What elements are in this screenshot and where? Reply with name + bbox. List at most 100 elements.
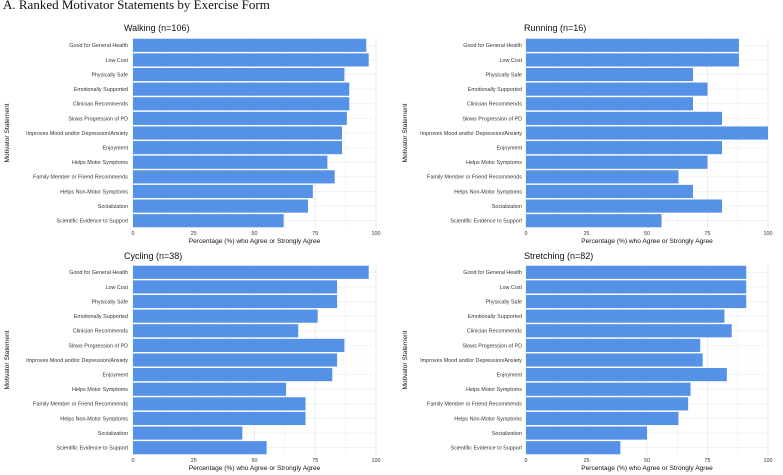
x-tick-label: 25 xyxy=(584,458,590,464)
category-label: Family Member or Friend Recommends xyxy=(427,402,522,408)
bar xyxy=(526,397,689,411)
category-label: Scientific Evidence to Support xyxy=(56,219,128,225)
category-label: Enjoyment xyxy=(497,146,523,152)
bar xyxy=(133,397,306,411)
y-axis-label: Motivator Statement xyxy=(402,330,409,389)
category-label: Physically Safe xyxy=(91,299,128,305)
bar xyxy=(526,199,723,213)
category-label: Slows Progression of PD xyxy=(462,116,522,122)
category-label: Low Cost xyxy=(500,58,523,64)
category-label: Helps Motor Symptoms xyxy=(466,387,522,393)
bar xyxy=(526,184,693,199)
x-axis-label: Percentage (%) who Agree or Strongly Agr… xyxy=(581,238,713,245)
bar xyxy=(526,426,647,440)
category-label: Emotionally Supported xyxy=(468,87,522,93)
category-label: Emotionally Supported xyxy=(74,314,128,320)
bar xyxy=(133,82,350,96)
category-label: Helps Motor Symptoms xyxy=(72,160,128,166)
category-label: Low Cost xyxy=(106,58,129,64)
bar xyxy=(526,214,662,228)
bar xyxy=(133,111,347,125)
category-label: Socialization xyxy=(98,204,128,210)
category-label: Helps Motor Symptoms xyxy=(466,160,522,166)
bar xyxy=(526,111,723,125)
x-axis-label: Percentage (%) who Agree or Strongly Agr… xyxy=(189,238,321,245)
bar xyxy=(133,97,350,111)
category-label: Slows Progression of PD xyxy=(68,343,128,349)
bar xyxy=(133,338,345,352)
x-tick-label: 50 xyxy=(252,231,258,237)
category-label: Low Cost xyxy=(500,285,523,291)
x-tick-label: 0 xyxy=(132,231,135,237)
bar xyxy=(133,309,318,323)
bar xyxy=(133,38,367,52)
category-label: Improves Mood and/or Depression/Anxiety xyxy=(26,358,128,364)
category-label: Good for General Health xyxy=(69,270,128,276)
x-tick-label: 75 xyxy=(312,458,318,464)
bar xyxy=(133,382,287,396)
category-label: Enjoyment xyxy=(497,373,523,379)
category-label: Scientific Evidence to Support xyxy=(56,446,128,452)
x-axis-label: Percentage (%) who Agree or Strongly Agr… xyxy=(189,465,321,472)
y-axis-label: Motivator Statement xyxy=(402,103,409,162)
category-label: Socialization xyxy=(492,204,522,210)
bar xyxy=(526,353,703,367)
chart-panel-4: Stretching (n=82) Good for General Health… xyxy=(402,251,773,472)
bar xyxy=(526,38,739,52)
bar xyxy=(526,441,621,455)
category-label: Good for General Health xyxy=(463,43,522,49)
bar xyxy=(133,155,328,169)
category-label: Helps Non-Motor Symptoms xyxy=(454,189,522,195)
category-label: Emotionally Supported xyxy=(74,87,128,93)
category-label: Helps Non-Motor Symptoms xyxy=(454,416,522,422)
category-label: Clinician Recommends xyxy=(467,102,522,108)
category-label: Physically Safe xyxy=(485,72,522,78)
y-axis-label: Motivator Statement xyxy=(4,103,11,162)
bar xyxy=(526,382,691,396)
category-label: Scientific Evidence to Support xyxy=(450,219,522,225)
x-tick-label: 100 xyxy=(372,458,381,464)
bar xyxy=(133,214,284,228)
bar xyxy=(133,184,313,199)
x-tick-label: 50 xyxy=(644,231,650,237)
bar xyxy=(526,294,747,309)
bar xyxy=(526,411,679,426)
x-tick-label: 50 xyxy=(644,458,650,464)
panel-title: Running (n=16) xyxy=(524,23,586,33)
category-label: Low Cost xyxy=(106,285,129,291)
bar xyxy=(526,309,725,323)
category-label: Improves Mood and/or Depression/Anxiety xyxy=(420,358,522,364)
category-label: Good for General Health xyxy=(463,270,522,276)
chart-panel-1: Walking (n=106) Good for General Health Lo… xyxy=(4,23,381,245)
panel-title: Walking (n=106) xyxy=(124,23,189,33)
category-label: Clinician Recommends xyxy=(467,329,522,335)
x-tick-label: 25 xyxy=(584,231,590,237)
bar xyxy=(133,170,335,184)
bar xyxy=(526,97,693,111)
bar xyxy=(133,67,345,82)
x-tick-label: 0 xyxy=(525,231,528,237)
category-label: Improves Mood and/or Depression/Anxiety xyxy=(26,131,128,137)
bar xyxy=(133,53,369,67)
bar xyxy=(526,265,747,279)
bar xyxy=(526,170,679,184)
category-label: Family Member or Friend Recommends xyxy=(33,402,128,408)
bar xyxy=(133,265,369,279)
x-tick-label: 75 xyxy=(705,231,711,237)
category-label: Clinician Recommends xyxy=(73,329,128,335)
category-label: Enjoyment xyxy=(103,373,129,379)
category-label: Emotionally Supported xyxy=(468,314,522,320)
bar xyxy=(133,353,338,367)
x-tick-label: 50 xyxy=(252,458,258,464)
category-label: Physically Safe xyxy=(91,72,128,78)
category-label: Physically Safe xyxy=(485,299,522,305)
bar xyxy=(526,126,768,140)
category-label: Slows Progression of PD xyxy=(68,116,128,122)
bar xyxy=(526,53,739,67)
category-label: Socialization xyxy=(98,431,128,437)
x-tick-label: 0 xyxy=(132,458,135,464)
bar xyxy=(526,141,723,155)
bar xyxy=(526,280,747,294)
category-label: Helps Non-Motor Symptoms xyxy=(60,189,128,195)
x-tick-label: 100 xyxy=(764,458,773,464)
